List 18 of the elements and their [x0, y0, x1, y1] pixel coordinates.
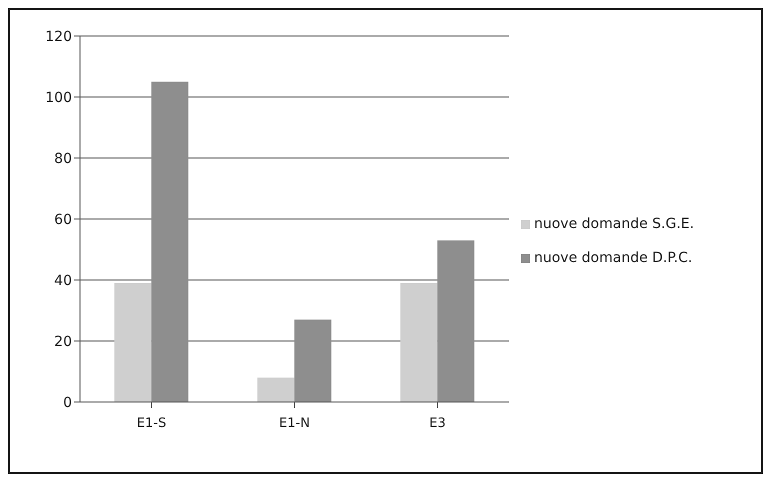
x-tick-label: E3	[429, 416, 446, 432]
y-tick-label: 40	[54, 272, 72, 289]
bar	[400, 283, 438, 402]
legend-label: nuove domande S.G.E.	[534, 216, 694, 232]
bar	[437, 240, 474, 402]
y-tick-label: 20	[54, 334, 72, 350]
legend-label: nuove domande D.P.C.	[534, 250, 692, 266]
x-tick-label: E1-N	[279, 416, 310, 432]
bar	[114, 283, 152, 402]
bar	[294, 320, 332, 402]
bar	[257, 378, 294, 402]
y-tick-label: 100	[45, 90, 72, 106]
y-tick-label: 60	[54, 212, 72, 228]
y-tick-label: 80	[54, 150, 72, 167]
y-tick-label: 120	[45, 28, 72, 45]
bar	[151, 82, 188, 402]
y-tick-label: 0	[63, 394, 72, 411]
x-tick-label: E1-S	[136, 416, 166, 432]
